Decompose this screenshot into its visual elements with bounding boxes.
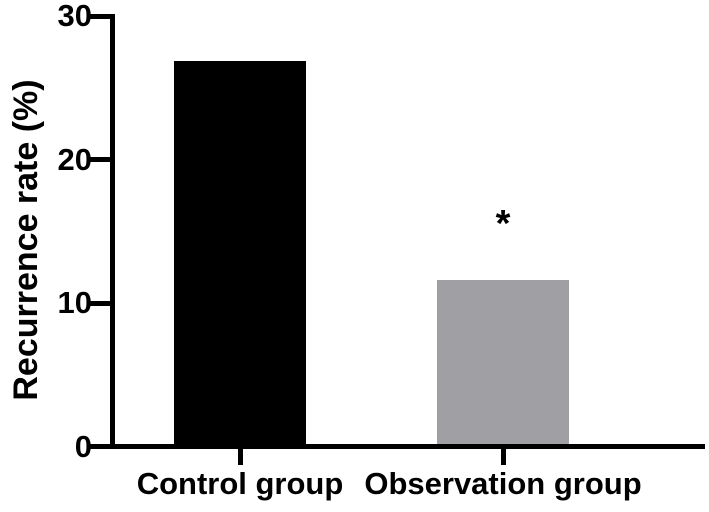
y-axis-tick bbox=[90, 444, 111, 449]
y-tick-label: 0 bbox=[74, 428, 92, 464]
x-category-label: Observation group bbox=[364, 466, 642, 501]
bar-observation-group bbox=[437, 280, 569, 444]
y-axis-tick bbox=[90, 157, 111, 162]
y-axis-tick bbox=[90, 300, 111, 306]
y-tick-label: 20 bbox=[57, 141, 92, 177]
x-category-label: Control group bbox=[136, 466, 344, 501]
bar-control-group bbox=[174, 60, 306, 444]
x-axis-tick bbox=[500, 449, 506, 465]
y-axis-line bbox=[110, 14, 115, 449]
significance-marker: * bbox=[495, 202, 511, 245]
x-axis-tick bbox=[237, 449, 243, 465]
y-axis-tick bbox=[90, 13, 111, 19]
x-axis-line bbox=[110, 444, 705, 449]
y-axis-title: Recurrence rate (%) bbox=[7, 79, 45, 401]
y-tick-label: 30 bbox=[57, 0, 92, 33]
y-tick-label: 10 bbox=[57, 285, 92, 320]
